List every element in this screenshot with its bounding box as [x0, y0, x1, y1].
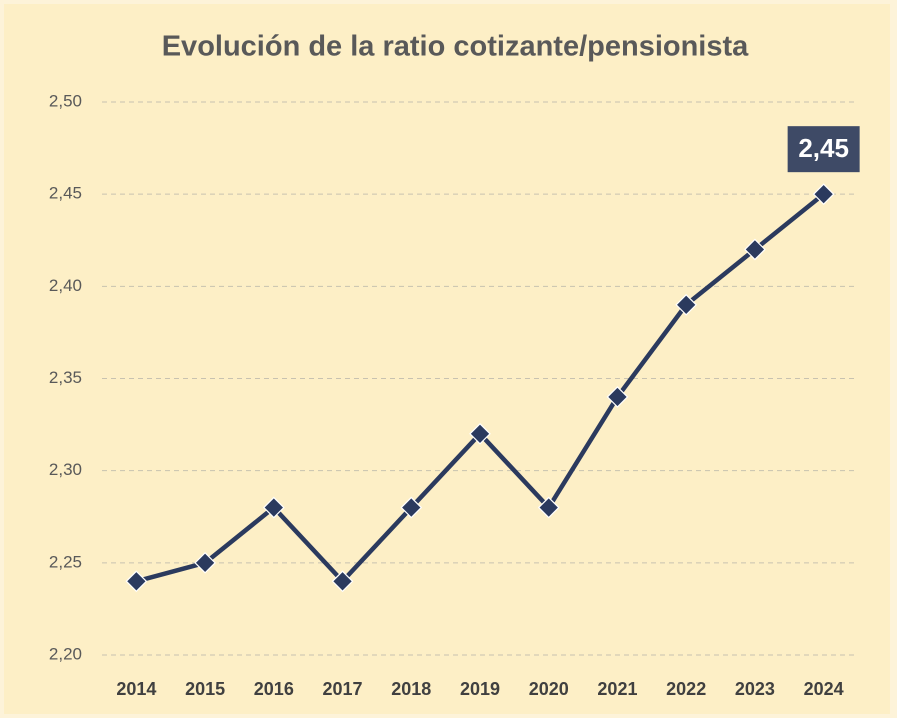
x-tick-label: 2016 — [254, 679, 294, 699]
x-tick-label: 2023 — [735, 679, 775, 699]
x-tick-label: 2020 — [529, 679, 569, 699]
chart-background — [4, 4, 890, 714]
y-tick-label: 2,45 — [49, 184, 82, 203]
y-tick-label: 2,30 — [49, 460, 82, 479]
marker — [606, 386, 629, 408]
x-tick-label: 2021 — [597, 679, 637, 699]
data-label: 2,45 — [798, 133, 849, 163]
data-label-box — [787, 126, 860, 173]
x-tick-label: 2015 — [185, 679, 225, 699]
marker — [125, 570, 148, 593]
marker — [812, 183, 835, 206]
marker — [331, 570, 354, 593]
chart-title: Evolución de la ratio cotizante/pensioni… — [162, 31, 749, 63]
marker — [194, 551, 216, 574]
y-tick-label: 2,20 — [49, 644, 82, 663]
marker — [537, 496, 560, 519]
y-tick-label: 2,25 — [49, 552, 82, 571]
x-tick-label: 2018 — [391, 679, 431, 699]
marker — [400, 496, 423, 519]
y-tick-label: 2,35 — [49, 368, 82, 387]
x-tick-label: 2014 — [116, 679, 156, 699]
marker — [675, 293, 698, 316]
marker — [744, 238, 766, 261]
x-tick-label: 2019 — [460, 679, 500, 699]
x-tick-label: 2024 — [804, 679, 844, 699]
x-tick-label: 2022 — [666, 679, 706, 699]
x-tick-label: 2017 — [323, 679, 363, 699]
marker — [469, 422, 491, 445]
y-tick-label: 2,50 — [49, 91, 82, 110]
y-tick-label: 2,40 — [49, 276, 82, 295]
marker — [262, 496, 285, 519]
